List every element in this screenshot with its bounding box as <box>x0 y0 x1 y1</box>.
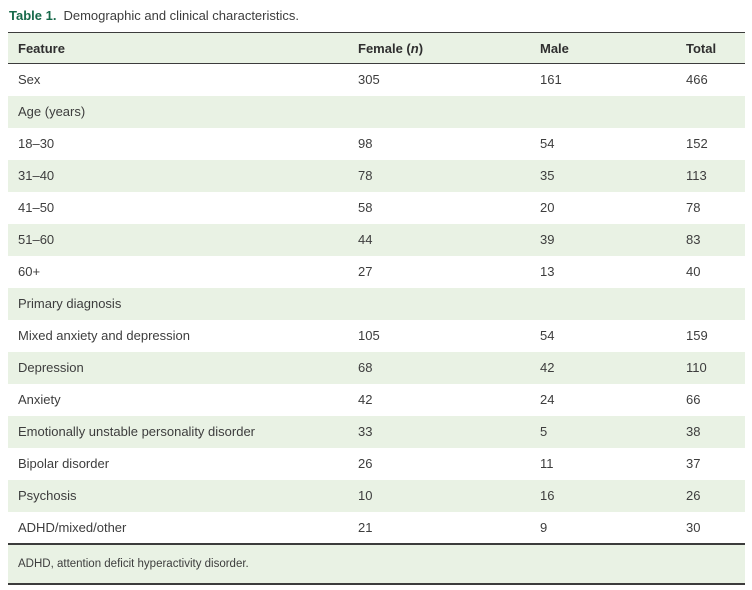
table-caption: Table 1. Demographic and clinical charact… <box>9 8 752 23</box>
female-cell: 33 <box>348 415 530 448</box>
header-row: Feature Female (n) Male Total <box>8 32 745 64</box>
female-cell: 42 <box>358 392 373 407</box>
feature-cell: ADHD/mixed/other <box>18 519 127 535</box>
feature-cell: Mixed anxiety and depression <box>18 328 190 343</box>
total-cell: 159 <box>686 328 708 343</box>
table-header: Feature Female (n) Male Total <box>8 32 745 64</box>
female-cell: 105 <box>358 328 380 343</box>
feature-cell: Psychosis <box>8 479 348 512</box>
male-cell: 24 <box>540 392 555 407</box>
male-cell: 54 <box>540 136 555 151</box>
table-row: Sex 305 161 466 <box>8 64 745 96</box>
total-cell: 30 <box>686 519 701 535</box>
total-cell: 38 <box>676 415 745 448</box>
total-cell: 152 <box>686 136 708 151</box>
total-cell: 113 <box>676 159 745 192</box>
column-header: Female (n) <box>348 32 530 64</box>
table-row: 41–50 58 20 78 <box>8 192 745 224</box>
page: Table 1. Demographic and clinical charact… <box>0 8 752 590</box>
feature-cell: Sex <box>18 72 41 88</box>
table-row: ADHD/mixed/other 21 9 30 <box>8 512 745 544</box>
footnote-row: ADHD, attention deficit hyperactivity di… <box>8 542 745 585</box>
feature-cell: Age (years) <box>8 95 348 128</box>
female-cell: 98 <box>358 136 373 151</box>
table-body: Sex 305 161 466 Age (years) 18–30 98 54 … <box>8 64 745 544</box>
demographics-table: Feature Female (n) Male Total Sex 305 16… <box>8 32 745 585</box>
table-row: Age (years) <box>8 95 745 128</box>
table-row: 31–40 78 35 113 <box>8 159 745 192</box>
total-cell <box>676 287 745 320</box>
total-cell: 37 <box>686 456 701 471</box>
feature-cell: Emotionally unstable personality disorde… <box>8 415 348 448</box>
feature-cell: 51–60 <box>8 223 348 256</box>
female-cell: 78 <box>348 159 530 192</box>
male-cell <box>530 95 676 128</box>
total-cell: 66 <box>686 392 701 407</box>
female-cell: 44 <box>348 223 530 256</box>
total-cell: 26 <box>676 479 745 512</box>
female-cell: 26 <box>358 456 373 471</box>
female-cell: 68 <box>348 351 530 384</box>
table-footer: ADHD, attention deficit hyperactivity di… <box>8 542 745 585</box>
table-row: Psychosis 10 16 26 <box>8 479 745 512</box>
total-cell: 110 <box>676 351 745 384</box>
table-row: 60+ 27 13 40 <box>8 256 745 288</box>
table-caption-label: Table 1. <box>9 8 57 23</box>
feature-cell: 60+ <box>18 264 41 279</box>
male-cell: 20 <box>540 200 555 215</box>
male-cell: 54 <box>540 328 555 343</box>
feature-cell: Anxiety <box>18 392 61 407</box>
table-row: Depression 68 42 110 <box>8 351 745 384</box>
female-cell <box>348 95 530 128</box>
male-cell: 42 <box>530 351 676 384</box>
male-cell: 35 <box>530 159 676 192</box>
total-cell: 78 <box>686 200 701 215</box>
table-row: 18–30 98 54 152 <box>8 128 745 160</box>
female-cell: 305 <box>358 72 380 88</box>
male-cell: 13 <box>540 264 555 279</box>
table-row: Anxiety 42 24 66 <box>8 384 745 416</box>
table-caption-text: Demographic and clinical characteristics… <box>63 8 299 23</box>
male-cell: 16 <box>530 479 676 512</box>
total-cell <box>676 95 745 128</box>
feature-cell: Primary diagnosis <box>8 287 348 320</box>
table-row: Bipolar disorder 26 11 37 <box>8 448 745 480</box>
table-row: Primary diagnosis <box>8 287 745 320</box>
feature-cell: 31–40 <box>8 159 348 192</box>
column-header: Male <box>530 32 676 64</box>
female-cell: 58 <box>358 200 373 215</box>
female-cell: 27 <box>358 264 373 279</box>
column-header: Feature <box>8 32 348 64</box>
total-cell: 83 <box>676 223 745 256</box>
feature-cell: 18–30 <box>18 136 55 151</box>
female-cell: 21 <box>358 519 373 535</box>
column-header: Total <box>676 32 745 64</box>
total-cell: 40 <box>686 264 701 279</box>
male-cell: 5 <box>530 415 676 448</box>
male-cell: 9 <box>540 519 548 535</box>
male-cell: 39 <box>530 223 676 256</box>
female-cell: 10 <box>348 479 530 512</box>
table-footnote: ADHD, attention deficit hyperactivity di… <box>8 542 745 585</box>
total-cell: 466 <box>686 72 708 88</box>
feature-cell: 41–50 <box>18 200 55 215</box>
male-cell <box>530 287 676 320</box>
table-row: Mixed anxiety and depression 105 54 159 <box>8 320 745 352</box>
female-cell <box>348 287 530 320</box>
feature-cell: Depression <box>8 351 348 384</box>
male-cell: 11 <box>540 456 554 471</box>
feature-cell: Bipolar disorder <box>18 456 110 471</box>
table-row: 51–60 44 39 83 <box>8 223 745 256</box>
table-row: Emotionally unstable personality disorde… <box>8 415 745 448</box>
male-cell: 161 <box>540 72 562 88</box>
